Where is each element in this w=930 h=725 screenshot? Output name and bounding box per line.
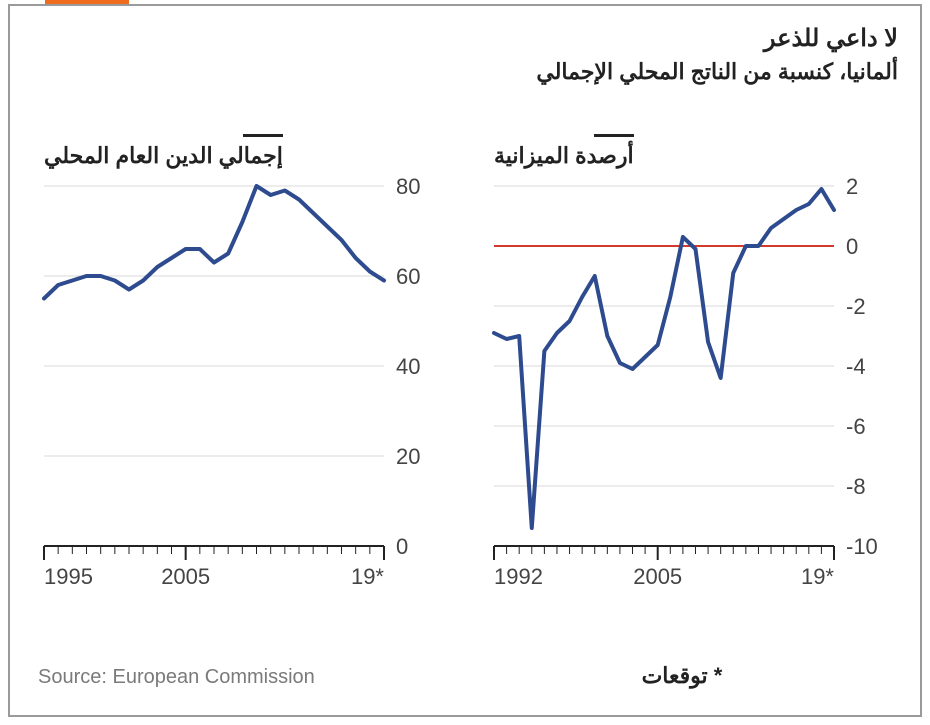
- chart-budget-title-text: أرصدة الميزانية: [494, 143, 634, 168]
- svg-text:-10: -10: [846, 534, 878, 559]
- chart-debt: إجمالي الدين العام المحلي 0 20 40 60 80 1995 2…: [30, 126, 450, 685]
- chart-debt-title-text: إجمالي الدين العام المحلي: [44, 143, 283, 168]
- svg-text:-2: -2: [846, 294, 866, 319]
- svg-text:1995: 1995: [44, 564, 93, 589]
- header: لا داعي للذعر ألمانيا، كنسبة من الناتج ا…: [536, 24, 898, 85]
- svg-text:-4: -4: [846, 354, 866, 379]
- svg-text:80: 80: [396, 176, 420, 199]
- chart-budget-plot: -10 -8 -6 -4 -2 0 2 1992 2005 19*: [480, 176, 900, 606]
- svg-text:60: 60: [396, 264, 420, 289]
- svg-text:0: 0: [846, 234, 858, 259]
- svg-text:2005: 2005: [161, 564, 210, 589]
- title-rule-icon: [243, 134, 283, 137]
- figure-title: لا داعي للذعر: [536, 24, 898, 53]
- svg-text:-8: -8: [846, 474, 866, 499]
- svg-text:19*: 19*: [801, 564, 834, 589]
- figure-container: لا داعي للذعر ألمانيا، كنسبة من الناتج ا…: [0, 0, 930, 725]
- chart-budget: أرصدة الميزانية -10 -8 -6 -4 -2 0 2 1992 2005 19*: [480, 126, 900, 685]
- chart-debt-plot: 0 20 40 60 80 1995 2005 19*: [30, 176, 450, 606]
- svg-text:40: 40: [396, 354, 420, 379]
- svg-text:-6: -6: [846, 414, 866, 439]
- svg-text:20: 20: [396, 444, 420, 469]
- charts-row: إجمالي الدين العام المحلي 02040608019952…: [30, 126, 900, 685]
- forecast-note: * توقعات: [642, 663, 723, 689]
- title-rule-icon: [594, 134, 634, 137]
- svg-text:2: 2: [846, 176, 858, 199]
- svg-text:2005: 2005: [633, 564, 682, 589]
- panel: لا داعي للذعر ألمانيا، كنسبة من الناتج ا…: [8, 4, 922, 717]
- source-line: Source: European Commission: [38, 666, 315, 689]
- svg-text:1992: 1992: [494, 564, 543, 589]
- chart-budget-title: أرصدة الميزانية: [494, 134, 634, 169]
- chart-debt-title: إجمالي الدين العام المحلي: [44, 134, 283, 169]
- svg-text:0: 0: [396, 534, 408, 559]
- figure-subtitle: ألمانيا، كنسبة من الناتج المحلي الإجمالي: [536, 59, 898, 85]
- svg-text:19*: 19*: [351, 564, 384, 589]
